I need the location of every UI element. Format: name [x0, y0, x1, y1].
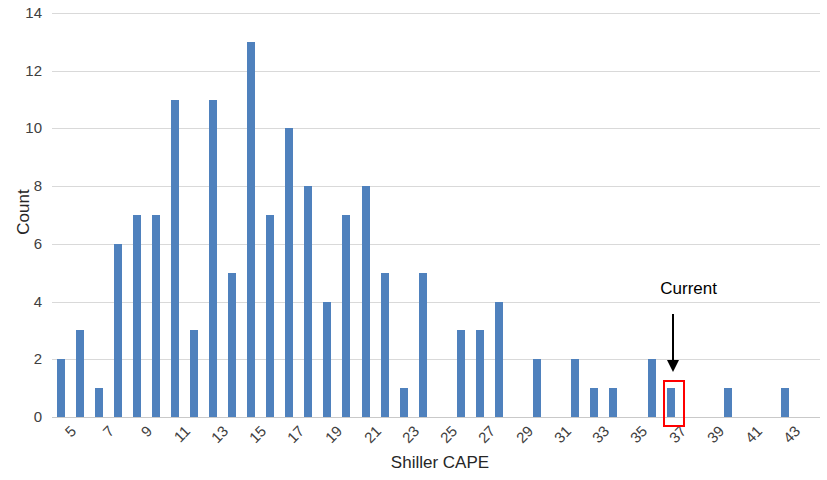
- bar: [419, 273, 427, 417]
- current-highlight-box: [663, 380, 685, 427]
- bar: [781, 388, 789, 417]
- bar: [114, 244, 122, 417]
- bar: [724, 388, 732, 417]
- bar: [285, 128, 293, 417]
- bar: [304, 186, 312, 417]
- bar: [171, 100, 179, 417]
- bar: [495, 302, 503, 417]
- x-axis-title: Shiller CAPE: [52, 453, 827, 473]
- y-tick-label: 14: [12, 4, 42, 22]
- down-arrow-icon: [672, 314, 674, 360]
- bar: [247, 42, 255, 417]
- y-tick-label: 0: [12, 408, 42, 426]
- bar: [95, 388, 103, 417]
- gridline: [52, 71, 820, 72]
- gridline: [52, 359, 820, 360]
- bar: [476, 330, 484, 417]
- bar: [648, 359, 656, 417]
- y-tick-label: 4: [12, 293, 42, 311]
- bar: [362, 186, 370, 417]
- bar: [266, 215, 274, 417]
- bar: [133, 215, 141, 417]
- x-axis-line: [52, 417, 820, 418]
- shiller-cape-histogram: 0246810121457911131517192123252729313335…: [0, 0, 827, 480]
- y-tick-label: 10: [12, 119, 42, 137]
- bar: [209, 100, 217, 417]
- bar: [609, 388, 617, 417]
- down-arrow-head-icon: [667, 360, 679, 372]
- bar: [400, 388, 408, 417]
- gridline: [52, 186, 820, 187]
- gridline: [52, 128, 820, 129]
- bar: [323, 302, 331, 417]
- bar: [57, 359, 65, 417]
- y-tick-label: 2: [12, 350, 42, 368]
- bar: [190, 330, 198, 417]
- y-axis-title: Count: [14, 162, 34, 262]
- bar: [152, 215, 160, 417]
- bar: [342, 215, 350, 417]
- gridline: [52, 244, 820, 245]
- bar: [381, 273, 389, 417]
- bar: [228, 273, 236, 417]
- bar: [76, 330, 84, 417]
- bar: [590, 388, 598, 417]
- bar: [457, 330, 465, 417]
- current-annotation-label: Current: [644, 279, 734, 299]
- gridline: [52, 302, 820, 303]
- bar: [571, 359, 579, 417]
- y-tick-label: 12: [12, 62, 42, 80]
- bar: [533, 359, 541, 417]
- gridline: [52, 13, 820, 14]
